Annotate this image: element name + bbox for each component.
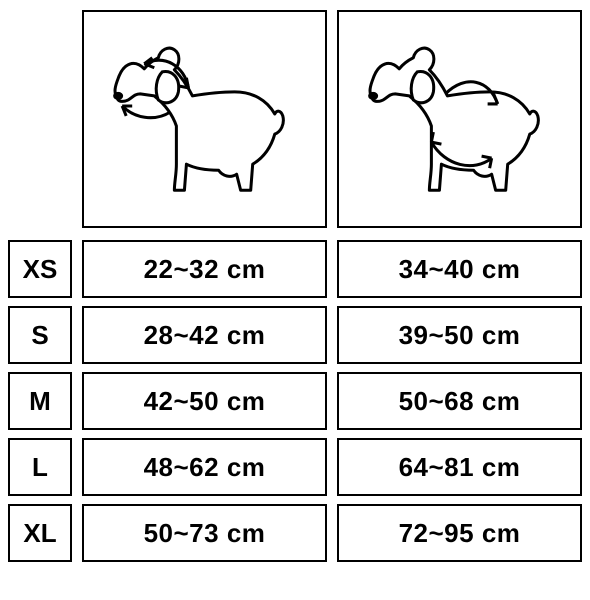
- neck-value: 50~73 cm: [82, 504, 327, 562]
- corner-spacer: [8, 10, 72, 228]
- size-label: M: [8, 372, 72, 430]
- table-row: XL 50~73 cm 72~95 cm: [8, 504, 582, 562]
- dog-chest-icon: [339, 12, 580, 226]
- dog-neck-icon: [84, 12, 325, 226]
- chest-value: 34~40 cm: [337, 240, 582, 298]
- data-rows: XS 22~32 cm 34~40 cm S 28~42 cm 39~50 cm…: [8, 240, 582, 562]
- chest-value: 39~50 cm: [337, 306, 582, 364]
- table-row: M 42~50 cm 50~68 cm: [8, 372, 582, 430]
- size-label: L: [8, 438, 72, 496]
- table-row: S 28~42 cm 39~50 cm: [8, 306, 582, 364]
- neck-value: 48~62 cm: [82, 438, 327, 496]
- size-label: XL: [8, 504, 72, 562]
- neck-value: 42~50 cm: [82, 372, 327, 430]
- neck-value: 22~32 cm: [82, 240, 327, 298]
- chest-measure-figure: [337, 10, 582, 228]
- chest-value: 64~81 cm: [337, 438, 582, 496]
- table-row: L 48~62 cm 64~81 cm: [8, 438, 582, 496]
- table-row: XS 22~32 cm 34~40 cm: [8, 240, 582, 298]
- neck-value: 28~42 cm: [82, 306, 327, 364]
- chest-value: 50~68 cm: [337, 372, 582, 430]
- figure-row: [8, 10, 582, 228]
- chest-value: 72~95 cm: [337, 504, 582, 562]
- size-label: S: [8, 306, 72, 364]
- size-chart: XS 22~32 cm 34~40 cm S 28~42 cm 39~50 cm…: [8, 10, 582, 562]
- size-label: XS: [8, 240, 72, 298]
- neck-measure-figure: [82, 10, 327, 228]
